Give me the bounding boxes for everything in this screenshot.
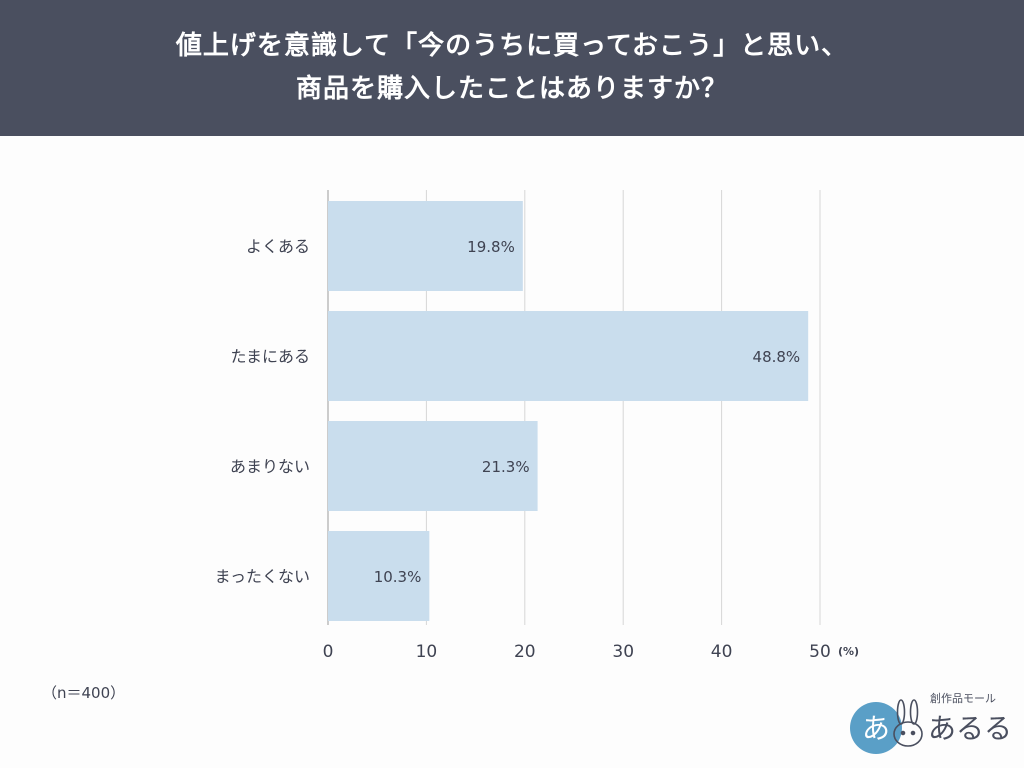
- chart-title: 値上げを意識して「今のうちに買っておこう」と思い、 商品を購入したことはあります…: [0, 0, 1024, 136]
- x-tick-label: 0: [323, 642, 334, 662]
- logo-arul: あ 創作品モール あるる: [850, 691, 1012, 754]
- logo-wordmark: あるる: [928, 712, 1012, 745]
- bar-1: [328, 311, 809, 401]
- x-tick-label: 20: [514, 642, 536, 662]
- x-tick-label: 10: [416, 642, 438, 662]
- chart-title-line-2: 商品を購入したことはありますか？: [295, 74, 728, 104]
- x-axis-unit: (%): [838, 645, 859, 658]
- category-label: まったくない: [215, 567, 310, 586]
- sample-size-note: （n＝400）: [42, 684, 126, 702]
- category-label: よくある: [246, 237, 310, 256]
- category-label: あまりない: [230, 457, 310, 476]
- bar-value-label: 10.3%: [374, 568, 422, 586]
- bars: [328, 201, 809, 621]
- bar-value-label: 21.3%: [482, 458, 530, 476]
- bar-value-label: 19.8%: [467, 238, 515, 256]
- bar-value-label: 48.8%: [753, 348, 801, 366]
- x-tick-label: 50: [809, 642, 831, 662]
- category-label: たまにある: [230, 347, 310, 366]
- logo-tagline: 創作品モール: [930, 691, 996, 705]
- bar-2: [328, 421, 538, 511]
- bar-0: [328, 201, 523, 291]
- x-tick-label: 40: [711, 642, 733, 662]
- logo-badge-icon: [850, 702, 902, 754]
- labels: 0 10 20 30 40 50 (%) 19.8% よくある 48.8% たまにある 21.3% あま…: [215, 237, 859, 662]
- logo-badge-glyph: あ: [862, 712, 890, 745]
- bar-3: [328, 531, 430, 621]
- chart-title-line-1: 値上げを意識して「今のうちに買っておこう」と思い、: [175, 31, 849, 61]
- x-tick-label: 30: [612, 642, 634, 662]
- rabbit-icon: [893, 699, 923, 747]
